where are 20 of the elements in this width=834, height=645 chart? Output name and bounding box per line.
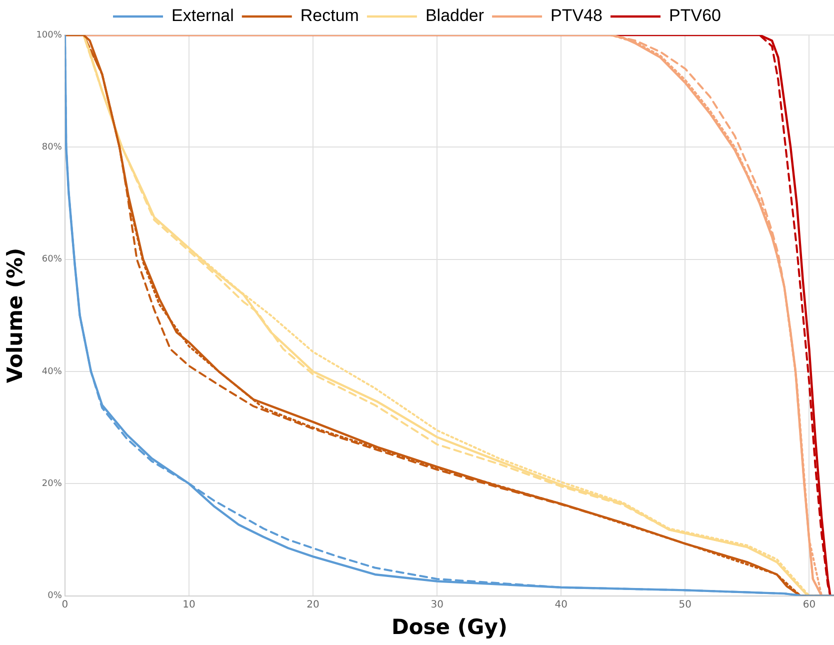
legend-label: External	[172, 6, 234, 26]
x-tick-label: 30	[430, 599, 444, 610]
y-tick-label: 0%	[48, 591, 62, 602]
legend-label: Bladder	[425, 6, 484, 26]
legend-label: Rectum	[300, 6, 359, 26]
x-tick-label: 60	[802, 599, 816, 610]
legend-label: PTV48	[550, 6, 603, 26]
y-axis-title: Volume (%)	[3, 248, 28, 384]
x-axis-title: Dose (Gy)	[391, 614, 508, 639]
x-tick-label: 50	[678, 599, 692, 610]
x-tick-label: 20	[306, 599, 320, 610]
y-tick-label: 80%	[42, 142, 62, 153]
y-tick-label: 100%	[36, 30, 62, 40]
legend-label: PTV60	[669, 6, 721, 26]
x-tick-label: 0	[62, 599, 68, 610]
y-tick-label: 60%	[42, 254, 62, 265]
y-tick-label: 20%	[42, 478, 62, 489]
y-tick-label: 40%	[42, 366, 62, 377]
x-tick-label: 10	[182, 599, 196, 610]
x-tick-label: 40	[554, 599, 568, 610]
